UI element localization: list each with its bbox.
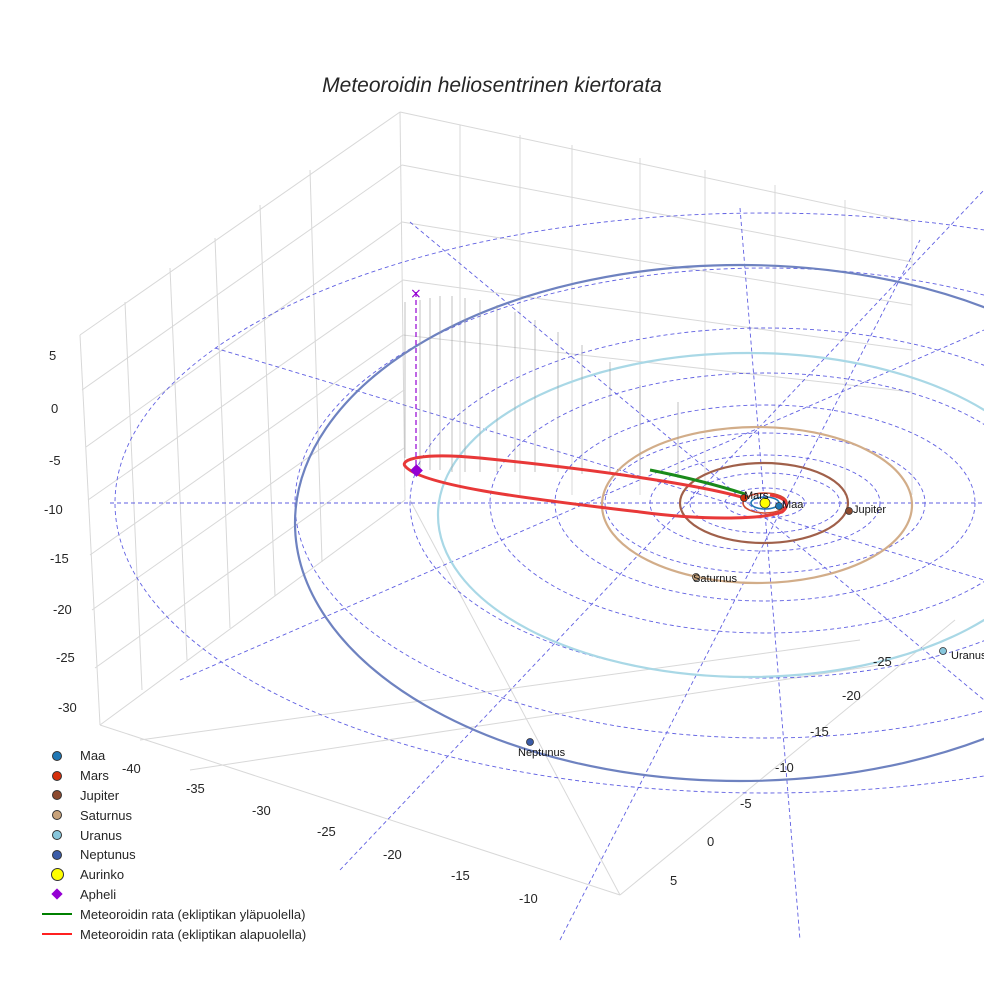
aphelion-marker: × [410, 286, 423, 477]
svg-text:-40: -40 [122, 761, 141, 776]
jupiter-marker [845, 507, 853, 515]
legend-item: Neptunus [40, 845, 306, 865]
legend-item: Apheli [40, 885, 306, 905]
legend-symbol-icon [40, 868, 74, 882]
svg-text:-25: -25 [56, 650, 75, 665]
svg-text:Mars: Mars [744, 490, 769, 502]
svg-text:-20: -20 [383, 847, 402, 862]
svg-text:-25: -25 [873, 654, 892, 669]
chart-title: Meteoroidin heliosentrinen kiertorata [322, 74, 662, 97]
mars-marker [740, 494, 748, 502]
svg-text:-25: -25 [317, 824, 336, 839]
legend-item: Saturnus [40, 805, 306, 825]
sun-marker [759, 497, 771, 509]
svg-text:×: × [410, 286, 422, 302]
svg-text:Jupiter: Jupiter [853, 504, 886, 516]
legend-symbol-icon [40, 770, 74, 781]
svg-text:0: 0 [707, 834, 714, 849]
svg-text:-15: -15 [50, 551, 69, 566]
z-axis-ticks: 5 0 -5 -10 -15 -20 -25 -30 [44, 348, 77, 715]
legend-label: Meteoroidin rata (ekliptikan yläpuolella… [80, 906, 306, 922]
svg-text:-35: -35 [186, 781, 205, 796]
svg-text:-15: -15 [451, 868, 470, 883]
orbit-neptunus [294, 263, 984, 783]
legend-label: Jupiter [80, 787, 120, 803]
legend-item: Uranus [40, 825, 306, 845]
legend-label: Maa [80, 748, 106, 764]
svg-text:-5: -5 [740, 796, 752, 811]
legend-symbol-icon [40, 933, 74, 936]
saturnus-marker [692, 573, 700, 581]
legend-item: Mars [40, 766, 306, 786]
legend-symbol-icon [40, 913, 74, 916]
legend-label: Saturnus [80, 807, 133, 823]
svg-text:Neptunus: Neptunus [518, 747, 566, 759]
legend-symbol-icon [40, 849, 74, 860]
planet-markers [526, 494, 947, 746]
legend-label: Mars [80, 768, 109, 784]
svg-text:-20: -20 [842, 688, 861, 703]
legend-label: Apheli [80, 886, 117, 902]
ecliptic-grid [110, 189, 984, 941]
legend-symbol-icon [40, 810, 74, 821]
orbit-saturnus [600, 425, 914, 585]
meteoroid-drop-lines [404, 296, 679, 478]
legend-label: Uranus [80, 827, 122, 843]
legend-label: Neptunus [80, 847, 136, 863]
meteoroid-orbit [402, 454, 788, 520]
legend-item: Meteoroidin rata (ekliptikan alapuolella… [40, 924, 306, 944]
legend-item: Meteoroidin rata (ekliptikan yläpuolella… [40, 904, 306, 924]
svg-text:Maa: Maa [782, 499, 804, 511]
legend-symbol-icon [40, 888, 74, 901]
meteoroid-orbit-above [649, 468, 746, 496]
svg-text:-20: -20 [53, 602, 72, 617]
uranus-marker [939, 647, 947, 655]
maa-marker [775, 502, 783, 510]
legend-item: Maa [40, 746, 306, 766]
planet-labels: Maa Mars Jupiter Saturnus Uranus Neptunu… [518, 490, 984, 759]
neptunus-marker [526, 738, 534, 746]
svg-text:Saturnus: Saturnus [693, 573, 738, 585]
legend-label: Aurinko [80, 867, 125, 883]
svg-text:-10: -10 [775, 760, 794, 775]
legend-item: Jupiter [40, 786, 306, 806]
svg-text:-10: -10 [519, 891, 538, 906]
legend-symbol-icon [40, 750, 74, 761]
orbit-jupiter [678, 461, 850, 545]
svg-text:-30: -30 [252, 803, 271, 818]
svg-text:-15: -15 [810, 724, 829, 739]
svg-text:-30: -30 [58, 700, 77, 715]
svg-text:5: 5 [670, 873, 677, 888]
svg-text:-5: -5 [49, 453, 61, 468]
legend-symbol-icon [40, 830, 74, 841]
legend-label: Meteoroidin rata (ekliptikan alapuolella… [80, 926, 307, 942]
svg-text:0: 0 [51, 401, 58, 416]
svg-text:5: 5 [49, 348, 56, 363]
y-axis-ticks: -25 -20 -15 -10 -5 0 5 [670, 654, 892, 888]
legend: Maa Mars Jupiter Saturnus Uranus Neptunus Auri… [40, 746, 306, 944]
legend-item: Aurinko [40, 865, 306, 885]
svg-text:-10: -10 [44, 502, 63, 517]
legend-symbol-icon [40, 790, 74, 801]
x-axis-ticks: -40 -35 -30 -25 -20 -15 -10 [122, 761, 538, 906]
orbit-uranus [436, 351, 984, 679]
svg-text:Uranus: Uranus [951, 650, 984, 662]
meteoroid-orbit-below [402, 454, 788, 520]
